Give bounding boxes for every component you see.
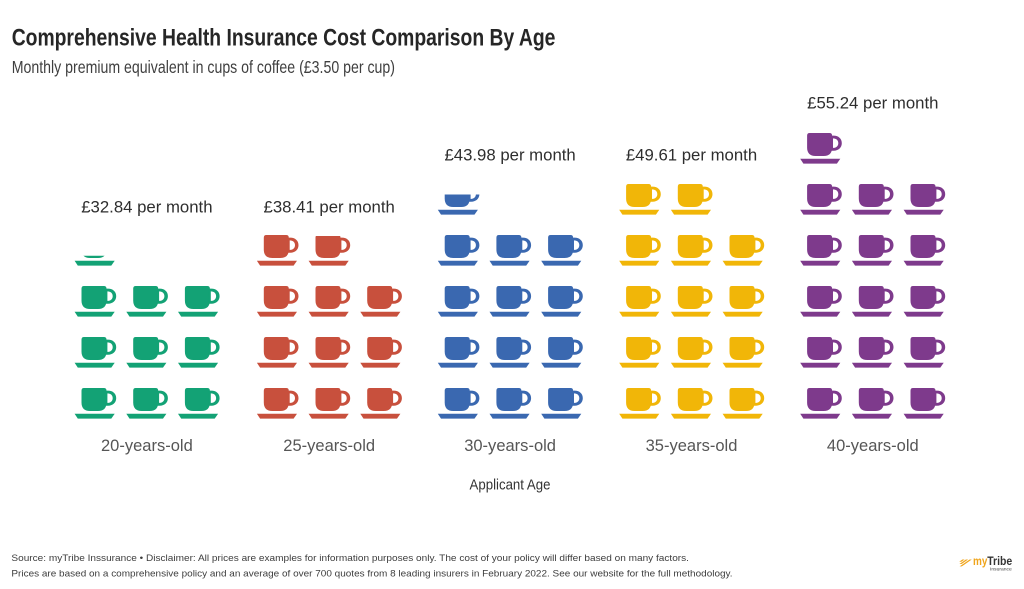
svg-text:Applicant Age: Applicant Age (470, 477, 551, 494)
svg-text:£55.24 per month: £55.24 per month (807, 94, 938, 113)
svg-text:Prices are based on a comprehe: Prices are based on a comprehensive poli… (11, 568, 732, 579)
svg-text:Comprehensive Health Insurance: Comprehensive Health Insurance Cost Comp… (12, 25, 556, 52)
svg-text:my: my (973, 554, 988, 568)
svg-text:Source: myTribe Inssurance • D: Source: myTribe Inssurance • Disclaimer:… (11, 553, 689, 564)
svg-text:30-years-old: 30-years-old (464, 436, 556, 455)
svg-text:£32.84 per month: £32.84 per month (81, 198, 212, 217)
svg-text:20-years-old: 20-years-old (101, 436, 193, 455)
svg-text:£43.98 per month: £43.98 per month (444, 146, 575, 165)
svg-text:Tribe: Tribe (987, 554, 1012, 568)
svg-text:Monthly premium equivalent in: Monthly premium equivalent in cups of co… (12, 57, 395, 77)
svg-text:£49.61 per month: £49.61 per month (626, 146, 757, 165)
svg-text:Insurance: Insurance (990, 566, 1013, 571)
svg-text:35-years-old: 35-years-old (646, 436, 738, 455)
svg-text:25-years-old: 25-years-old (283, 436, 375, 455)
svg-text:£38.41 per month: £38.41 per month (264, 198, 395, 217)
svg-text:40-years-old: 40-years-old (827, 436, 919, 455)
